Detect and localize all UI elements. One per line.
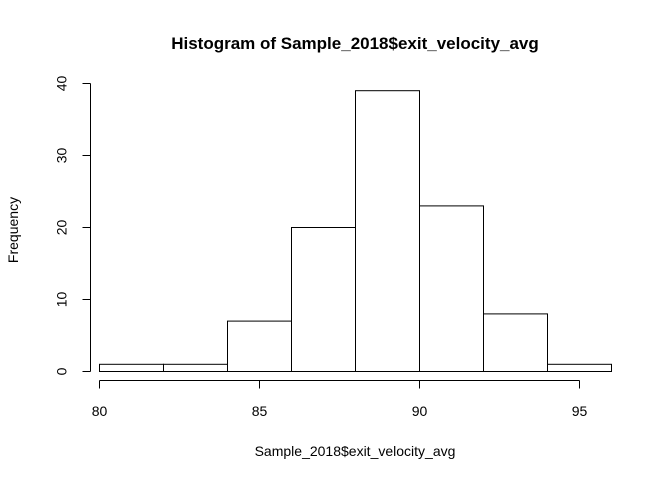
histogram-bar-7 <box>547 363 612 372</box>
histogram-bar-2 <box>227 320 292 373</box>
x-tick-label-2: 90 <box>412 403 428 419</box>
x-tick-label-3: 95 <box>572 403 588 419</box>
y-tick-label-1: 10 <box>54 292 70 308</box>
y-tick-label-3: 30 <box>54 148 70 164</box>
x-tick-label-0: 80 <box>92 403 108 419</box>
histogram-bar-6 <box>483 313 548 372</box>
chart-title: Histogram of Sample_2018$exit_velocity_a… <box>171 34 539 53</box>
y-tick-label-4: 40 <box>54 76 70 92</box>
y-axis: 0 10 20 30 40 <box>54 76 91 375</box>
y-axis-label: Frequency <box>5 197 21 263</box>
histogram-bar-5 <box>419 205 484 372</box>
x-tick-label-1: 85 <box>252 403 268 419</box>
bars-group <box>99 90 612 373</box>
histogram-bar-3 <box>291 227 356 372</box>
histogram-bar-0 <box>99 363 164 372</box>
histogram-bar-1 <box>163 363 228 372</box>
y-tick-label-0: 0 <box>54 367 70 375</box>
histogram-bar-4 <box>355 90 420 372</box>
x-axis-label: Sample_2018$exit_velocity_avg <box>255 443 456 459</box>
x-axis: 80 85 90 95 <box>92 380 588 419</box>
y-tick-label-2: 20 <box>54 220 70 236</box>
